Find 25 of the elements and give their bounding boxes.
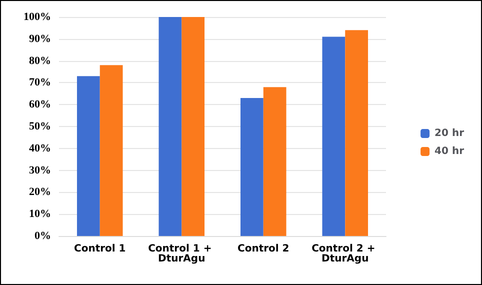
bar [100, 65, 123, 236]
y-tick-label: 10% [29, 208, 51, 220]
bar [322, 36, 346, 236]
legend-label: 40 hr [434, 146, 464, 157]
bar [76, 76, 100, 236]
y-tick-label: 20% [29, 186, 51, 198]
y-tick-label: 0% [34, 230, 51, 242]
y-tick-label: 40% [29, 142, 51, 154]
y-tick-label: 90% [29, 32, 51, 45]
y-tick-label: 30% [29, 164, 51, 176]
y-tick-label: 80% [29, 54, 51, 67]
y-tick-label: 50% [29, 120, 51, 132]
legend-label: 20 hr [434, 128, 464, 139]
x-tick-label: Control 2 + DturAgu [312, 244, 379, 264]
bar [345, 30, 368, 236]
x-tick-label: Control 2 [237, 244, 290, 254]
bar [263, 87, 286, 236]
x-tick-label: Control 1 [74, 244, 126, 254]
y-tick-label: 70% [29, 76, 51, 89]
y-tick-label: 100% [24, 11, 51, 23]
bar [240, 98, 264, 236]
y-tick-label: 60% [29, 98, 51, 111]
x-tick-label: Control 1 + DturAgu [148, 244, 216, 264]
bar [182, 17, 205, 236]
bar [158, 17, 182, 236]
